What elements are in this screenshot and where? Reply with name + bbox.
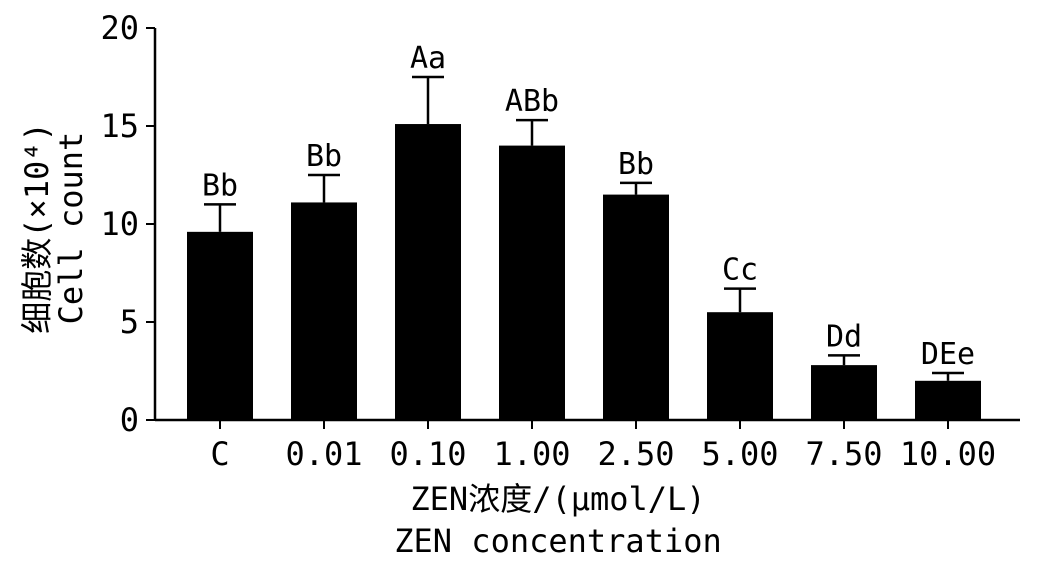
tick-labels: C 0.01 0.10 1.00 2.50 5.00 7.50 10.00 0 5 10 15 20 [100,9,996,473]
significance-label-6: Dd [826,319,862,354]
y-axis-title-en: Cell count [52,132,90,325]
significance-label-2: Aa [410,41,446,76]
x-tick-label-1: 0.01 [285,435,362,473]
y-tick-label-2: 10 [100,205,139,243]
x-tick-label-5: 5.00 [701,435,778,473]
significance-label-5: Cc [722,253,758,288]
x-tick-label-2: 0.10 [389,435,466,473]
bar-1 [291,202,357,420]
y-tick-label-0: 0 [120,401,139,439]
x-tick-label-0: C [210,435,229,473]
bar-7 [915,380,981,420]
bar-2 [395,124,461,420]
x-tick-label-6: 7.50 [805,435,882,473]
x-axis-title-zh: ZEN浓度/(μmol/L) [410,480,705,518]
significance-label-1: Bb [306,139,342,174]
bar-5 [707,312,773,420]
significance-label-0: Bb [202,168,238,203]
bars [187,124,981,420]
x-tick-label-3: 1.00 [493,435,570,473]
significance-label-7: DEe [921,337,975,372]
significance-label-3: ABb [505,84,559,119]
error-bars [204,75,964,381]
bar-6 [811,365,877,420]
x-axis-title-en: ZEN concentration [394,522,722,560]
significance-label-4: Bb [618,147,654,182]
significance-labels: Bb Bb Aa ABb Bb Cc Dd DEe [202,41,975,372]
axes [146,27,1020,429]
x-tick-label-7: 10.00 [900,435,996,473]
y-tick-label-1: 5 [120,303,139,341]
bar-4 [603,194,669,420]
y-tick-label-4: 20 [100,9,139,47]
bar-0 [187,231,253,420]
y-tick-label-3: 15 [100,107,139,145]
bar-3 [499,145,565,420]
x-tick-label-4: 2.50 [597,435,674,473]
y-axis-title-zh: 细胞数(×10⁴) [18,122,56,334]
